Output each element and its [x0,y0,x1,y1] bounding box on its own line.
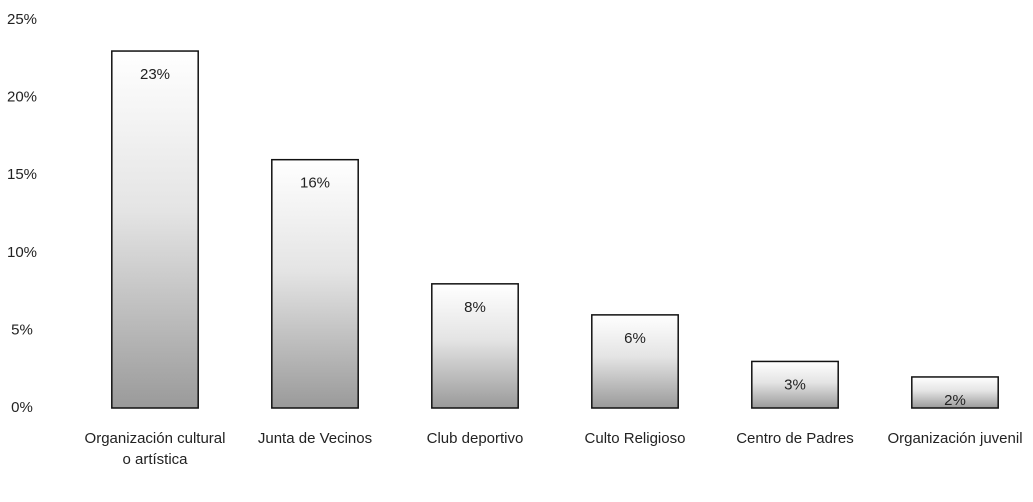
x-tick-label: Centro de Padres [736,430,854,447]
bar [751,360,839,409]
x-tick-label: Club deportivo [426,430,524,447]
bar [271,158,359,409]
y-tick-label: 20% [7,89,37,106]
x-tick-label: Junta de Vecinos [257,430,373,447]
data-label: 2% [944,392,966,409]
bar [111,50,199,409]
data-label: 23% [140,66,170,83]
data-label: 6% [624,330,646,347]
y-tick-label: 25% [7,11,37,28]
y-tick-label: 10% [7,244,37,261]
data-label: 16% [300,175,330,192]
y-tick-label: 5% [11,321,33,338]
bar [591,314,679,409]
x-tick-label: Organización juvenil [887,430,1023,447]
bar [911,376,999,409]
y-tick-label: 0% [11,399,33,416]
y-tick-label: 15% [7,166,37,183]
data-label: 3% [784,376,806,393]
data-label: 8% [464,299,486,316]
bar [431,283,519,409]
x-tick-label: Organización cultural o artística [84,430,226,468]
x-tick-label: Culto Religioso [584,430,686,447]
